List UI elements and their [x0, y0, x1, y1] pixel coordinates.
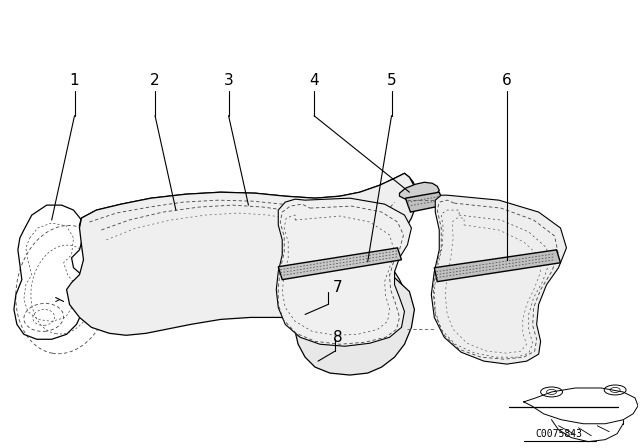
Polygon shape	[406, 192, 444, 212]
Polygon shape	[399, 182, 439, 202]
Polygon shape	[276, 198, 412, 346]
Text: 7: 7	[333, 280, 342, 295]
Polygon shape	[67, 173, 415, 335]
Polygon shape	[282, 268, 392, 292]
Polygon shape	[292, 278, 415, 375]
Ellipse shape	[320, 320, 384, 362]
Text: 4: 4	[309, 73, 319, 88]
Text: C0075843: C0075843	[535, 429, 582, 439]
Polygon shape	[435, 250, 561, 282]
Text: 8: 8	[333, 330, 342, 345]
Polygon shape	[282, 240, 358, 268]
Text: 5: 5	[387, 73, 396, 88]
Text: 6: 6	[502, 73, 512, 88]
Text: 3: 3	[224, 73, 234, 88]
Polygon shape	[278, 248, 401, 280]
Polygon shape	[431, 195, 566, 364]
Text: 2: 2	[150, 73, 160, 88]
Text: 1: 1	[70, 73, 79, 88]
Polygon shape	[79, 173, 415, 228]
